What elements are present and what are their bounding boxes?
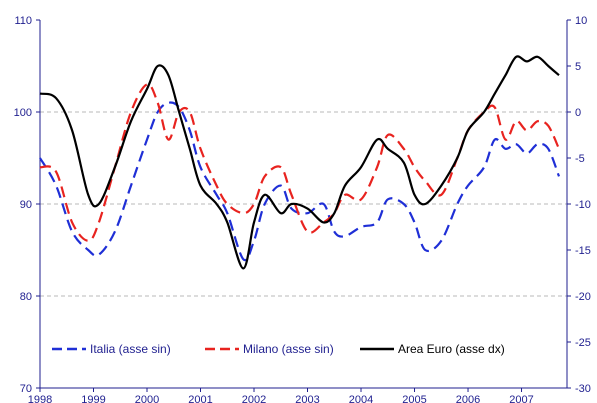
series-lines <box>39 55 561 270</box>
gridlines <box>40 111 567 297</box>
series-line <box>39 83 561 242</box>
x-tick-label: 2007 <box>509 394 533 403</box>
left-tick-label: 100 <box>14 107 32 119</box>
legend: Italia (asse sin) Milano (asse sin) Area E… <box>52 342 505 356</box>
right-tick-label: -15 <box>575 245 591 257</box>
x-tick-label: 2005 <box>402 394 426 403</box>
right-tick-label: -30 <box>575 383 591 395</box>
x-tick-label: 2003 <box>295 394 319 403</box>
x-tick-label: 2001 <box>188 394 212 403</box>
left-tick-label: 80 <box>20 291 32 303</box>
x-tick-label: 1998 <box>28 394 52 403</box>
legend-label: Milano (asse sin) <box>243 342 334 356</box>
right-tick-label: 5 <box>575 61 581 73</box>
left-tick-label: 70 <box>20 383 32 395</box>
left-tick-label: 110 <box>14 15 32 27</box>
x-tick-label: 2002 <box>242 394 266 403</box>
right-tick-label: -25 <box>575 337 591 349</box>
right-tick-label: 0 <box>575 107 581 119</box>
series-line <box>39 101 561 262</box>
series-line <box>39 55 560 270</box>
tick-labels: 70 80 90 100 110 -30 -25 -20 -15 -10 -5 0 5 10 1998 199… <box>14 15 591 403</box>
x-tick-label: 2004 <box>349 394 373 403</box>
right-tick-label: -20 <box>575 291 591 303</box>
left-tick-label: 90 <box>20 199 32 211</box>
x-tick-label: 2006 <box>456 394 480 403</box>
legend-label: Italia (asse sin) <box>90 342 171 356</box>
legend-label: Area Euro (asse dx) <box>398 342 505 356</box>
x-tick-label: 2000 <box>135 394 159 403</box>
right-tick-label: -5 <box>575 153 585 165</box>
x-tick-label: 1999 <box>81 394 105 403</box>
right-tick-label: 10 <box>575 15 587 27</box>
right-tick-label: -10 <box>575 199 591 211</box>
